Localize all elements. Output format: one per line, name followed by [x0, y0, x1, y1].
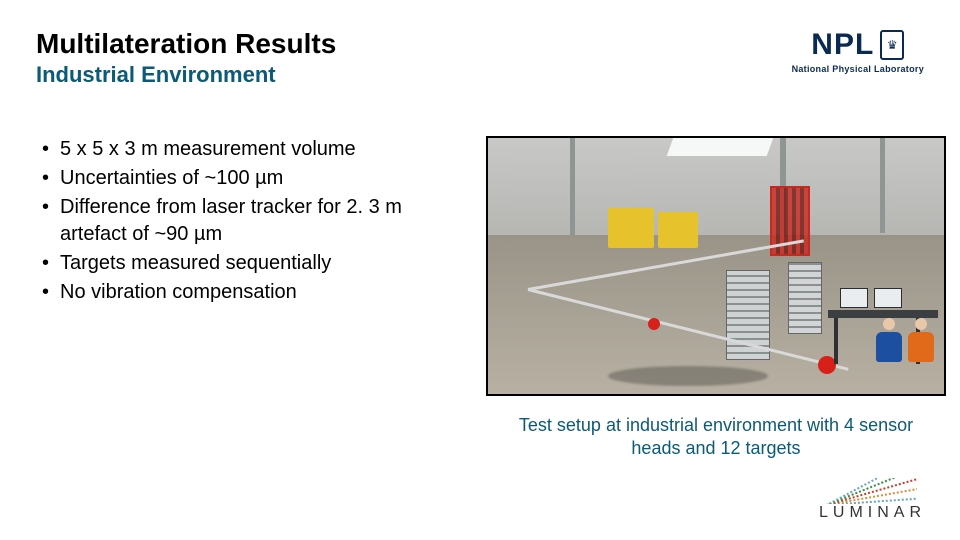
photo-skylight	[667, 138, 774, 156]
photo-industrial-setup	[486, 136, 946, 396]
monitor-icon	[874, 288, 902, 308]
bullet-item: Targets measured sequentially	[36, 250, 466, 277]
photo-person	[874, 318, 904, 364]
photo-caption: Test setup at industrial environment wit…	[506, 414, 926, 461]
page-subtitle: Industrial Environment	[36, 62, 336, 88]
monitor-icon	[840, 288, 868, 308]
npl-tagline: National Physical Laboratory	[792, 64, 924, 74]
photo-desk	[828, 310, 938, 318]
photo-yellow-bin	[608, 208, 654, 248]
npl-letters: NPL	[811, 28, 874, 62]
crest-icon: ♛	[880, 30, 904, 60]
slide: Multilateration Results Industrial Envir…	[0, 0, 960, 540]
header: Multilateration Results Industrial Envir…	[36, 28, 924, 88]
content-row: 5 x 5 x 3 m measurement volume Uncertain…	[36, 136, 924, 461]
rays-icon	[827, 478, 917, 504]
photo-beam	[570, 138, 575, 236]
luminar-wordmark: LUMINAR	[819, 504, 926, 522]
photo-workstation	[828, 274, 938, 364]
bullet-item: 5 x 5 x 3 m measurement volume	[36, 136, 466, 163]
photo-target-ball	[648, 318, 660, 330]
npl-logo: NPL ♛ National Physical Laboratory	[792, 28, 924, 74]
bullet-list: 5 x 5 x 3 m measurement volume Uncertain…	[36, 136, 466, 461]
photo-desk-leg	[834, 318, 838, 364]
bullet-item: No vibration compensation	[36, 279, 466, 306]
photo-truss	[788, 262, 822, 334]
bullet-item: Difference from laser tracker for 2. 3 m…	[36, 194, 466, 248]
photo-yellow-bin	[658, 212, 698, 248]
luminar-logo: LUMINAR	[819, 478, 926, 522]
page-title: Multilateration Results	[36, 28, 336, 60]
photo-column: Test setup at industrial environment wit…	[486, 136, 946, 461]
bullet-item: Uncertainties of ~100 µm	[36, 165, 466, 192]
photo-person	[906, 318, 936, 364]
photo-beam	[880, 138, 885, 233]
photo-shadow	[608, 366, 768, 386]
title-block: Multilateration Results Industrial Envir…	[36, 28, 336, 88]
